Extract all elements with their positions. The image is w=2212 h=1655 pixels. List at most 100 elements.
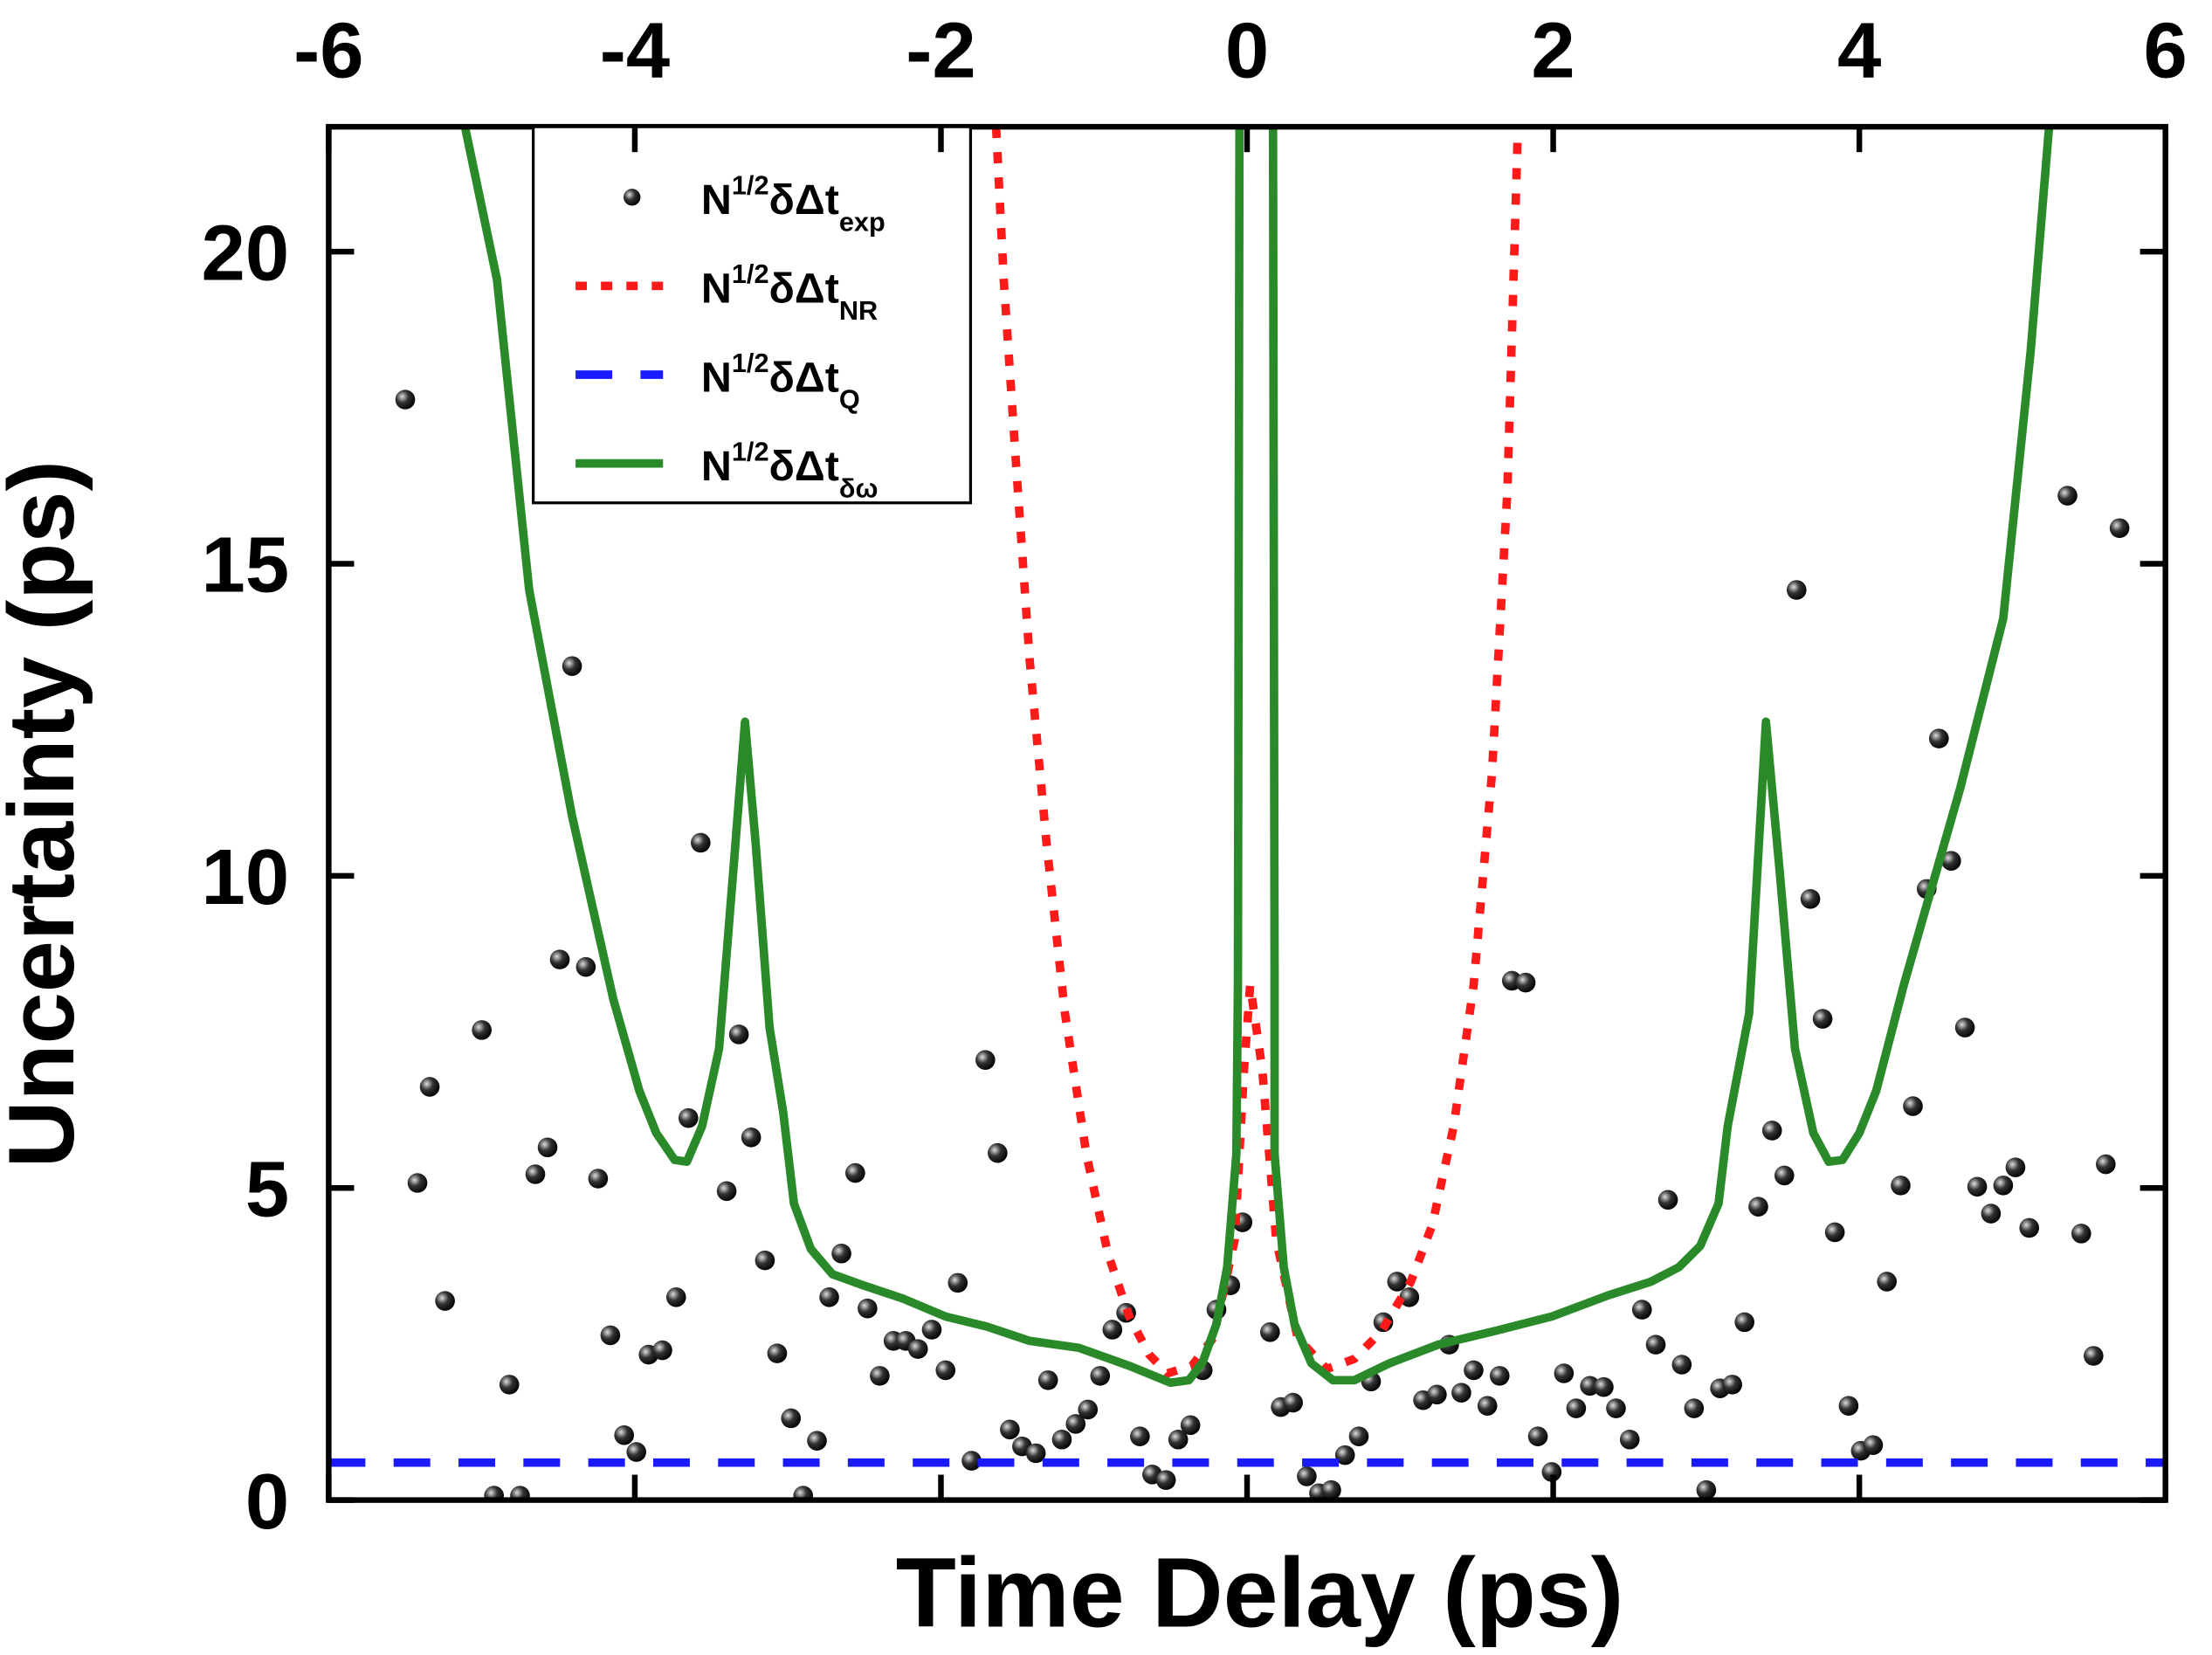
data-point <box>1774 1165 1795 1186</box>
legend-label-part: δω <box>839 473 879 503</box>
data-point <box>1566 1398 1587 1418</box>
data-point <box>870 1366 890 1386</box>
data-point <box>2071 1224 2091 1244</box>
data-point <box>935 1360 956 1381</box>
legend-label: N1/2δΔtNR <box>701 259 878 326</box>
data-point <box>1786 580 1807 600</box>
legend-label-part: δΔt <box>769 354 839 401</box>
legend-label: N1/2δΔtexp <box>701 171 885 238</box>
data-point <box>537 1137 558 1158</box>
legend-label-part: 1/2 <box>732 259 769 289</box>
data-point <box>1427 1384 1447 1405</box>
data-point <box>1130 1426 1150 1446</box>
data-point <box>678 1107 699 1128</box>
y-tick-label: 5 <box>245 1146 289 1234</box>
data-point <box>562 656 582 676</box>
data-point <box>781 1408 802 1429</box>
legend-label-part: δΔt <box>769 443 839 490</box>
data-point <box>1260 1322 1280 1342</box>
data-point <box>1928 728 1949 748</box>
data-point <box>2109 518 2130 539</box>
data-point <box>600 1325 621 1346</box>
data-point <box>499 1375 520 1395</box>
data-point <box>395 390 416 410</box>
data-point <box>1619 1429 1640 1450</box>
data-point <box>1645 1334 1666 1355</box>
data-point <box>921 1320 942 1340</box>
data-point <box>975 1050 996 1070</box>
data-point <box>1606 1398 1626 1418</box>
x-tick-label: -6 <box>293 7 363 95</box>
data-point <box>626 1442 647 1462</box>
legend-label-part: Q <box>839 385 860 415</box>
data-point <box>1451 1383 1471 1403</box>
data-point <box>1684 1398 1705 1418</box>
data-point <box>419 1077 440 1097</box>
data-point <box>1824 1222 1845 1243</box>
data-point <box>1102 1320 1123 1340</box>
legend-label: N1/2δΔtδω <box>701 437 879 503</box>
data-point <box>1940 851 1961 871</box>
y-tick-label: 0 <box>245 1458 289 1546</box>
data-point <box>1334 1445 1355 1465</box>
data-point <box>614 1424 634 1445</box>
data-point <box>1000 1419 1020 1440</box>
data-point <box>1761 1121 1782 1141</box>
legend-label-part: 1/2 <box>732 171 769 201</box>
data-point <box>1657 1190 1678 1210</box>
data-point <box>1387 1272 1408 1292</box>
data-point <box>1051 1429 1072 1450</box>
data-point <box>510 1486 530 1500</box>
data-point <box>2096 1154 2116 1175</box>
data-point <box>1891 1176 1911 1196</box>
data-point <box>1594 1376 1614 1397</box>
series-line <box>460 127 2054 1388</box>
data-point <box>858 1298 878 1319</box>
data-point <box>407 1173 428 1193</box>
data-point <box>807 1431 827 1451</box>
data-point <box>1283 1392 1303 1413</box>
data-point <box>1800 889 1821 909</box>
data-point <box>1696 1479 1717 1500</box>
x-axis-label: Time Delay (ps) <box>896 1538 1624 1648</box>
plot-area <box>328 127 2166 1500</box>
data-point <box>1515 972 1536 993</box>
data-point <box>2005 1157 2026 1177</box>
data-point <box>484 1486 504 1500</box>
data-point <box>1722 1375 1742 1395</box>
x-tick-label: 6 <box>2144 7 2188 95</box>
data-point <box>716 1181 737 1202</box>
legend-label-part: N <box>701 176 732 224</box>
data-point <box>728 1024 749 1045</box>
data-point <box>1297 1466 1317 1486</box>
data-point <box>1981 1203 2002 1224</box>
y-tick-label: 10 <box>202 833 290 921</box>
data-point <box>1180 1415 1201 1436</box>
data-point <box>472 1020 492 1040</box>
data-point <box>793 1486 814 1500</box>
data-point <box>1863 1435 1884 1455</box>
legend-label-part: δΔt <box>769 176 839 224</box>
legend-marker <box>624 189 641 206</box>
x-tick-label: 4 <box>1837 7 1881 95</box>
legend-box <box>532 125 973 505</box>
data-point <box>1903 1096 1923 1116</box>
data-point <box>588 1169 609 1189</box>
data-point <box>1078 1399 1099 1420</box>
data-point <box>831 1243 851 1264</box>
legend-label-part: NR <box>839 296 878 326</box>
data-point <box>1321 1479 1341 1500</box>
legend-label-part: 1/2 <box>732 348 769 378</box>
data-point <box>1155 1470 1176 1491</box>
legend-label-part: exp <box>839 208 885 238</box>
legend-label-part: N <box>701 354 732 401</box>
data-point <box>741 1127 761 1148</box>
data-point <box>1464 1360 1484 1381</box>
data-point <box>767 1343 788 1363</box>
data-point <box>1554 1363 1575 1383</box>
data-point <box>948 1272 968 1293</box>
y-tick-label: 15 <box>202 521 290 610</box>
